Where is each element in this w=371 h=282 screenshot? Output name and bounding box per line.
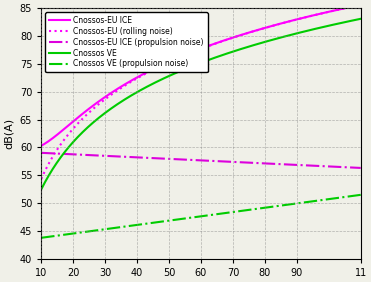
Cnossos VE (358, 17, 363, 21)
Cnossos-EU ICE (351, 5, 355, 8)
Cnossos VE (301, 30, 305, 34)
Cnossos-EU (rolling noise) (351, 5, 355, 8)
Cnossos VE (propulsion noise) (212, 213, 216, 216)
Cnossos-EU ICE (propulsion noise) (191, 158, 195, 162)
Cnossos VE (propulsion noise) (351, 194, 355, 198)
Cnossos-EU ICE (propulsion noise) (229, 160, 234, 164)
Cnossos-EU (rolling noise) (358, 3, 363, 6)
Cnossos VE (212, 56, 216, 60)
Line: Cnossos-EU ICE: Cnossos-EU ICE (41, 5, 361, 146)
Cnossos VE (39, 188, 43, 191)
Cnossos VE (propulsion noise) (301, 201, 305, 204)
Cnossos VE (191, 64, 195, 67)
Line: Cnossos-EU ICE (propulsion noise): Cnossos-EU ICE (propulsion noise) (41, 153, 361, 168)
Cnossos-EU ICE (229, 36, 234, 40)
Line: Cnossos-EU (rolling noise): Cnossos-EU (rolling noise) (41, 5, 361, 179)
Cnossos VE (propulsion noise) (39, 236, 43, 239)
Cnossos VE (propulsion noise) (358, 193, 363, 197)
Cnossos VE (193, 63, 197, 67)
Cnossos-EU ICE (propulsion noise) (39, 151, 43, 155)
Cnossos-EU (rolling noise) (191, 50, 195, 54)
Cnossos VE (351, 19, 355, 22)
Y-axis label: dB(A): dB(A) (4, 118, 14, 149)
Cnossos-EU ICE (39, 144, 43, 147)
Legend: Cnossos-EU ICE, Cnossos-EU (rolling noise), Cnossos-EU ICE (propulsion noise), C: Cnossos-EU ICE, Cnossos-EU (rolling nois… (45, 12, 208, 72)
Cnossos-EU ICE (358, 3, 363, 6)
Cnossos-EU ICE (propulsion noise) (193, 158, 197, 162)
Line: Cnossos VE (propulsion noise): Cnossos VE (propulsion noise) (41, 195, 361, 238)
Cnossos VE (propulsion noise) (229, 211, 234, 214)
Cnossos-EU ICE (propulsion noise) (351, 166, 355, 169)
Cnossos VE (propulsion noise) (193, 215, 197, 219)
Cnossos-EU (rolling noise) (301, 16, 305, 19)
Line: Cnossos VE: Cnossos VE (41, 19, 361, 189)
Cnossos-EU (rolling noise) (193, 50, 197, 53)
Cnossos-EU (rolling noise) (229, 36, 234, 40)
Cnossos-EU (rolling noise) (39, 177, 43, 180)
Cnossos-EU ICE (propulsion noise) (358, 166, 363, 170)
Cnossos VE (229, 50, 234, 54)
Cnossos-EU ICE (301, 16, 305, 19)
Cnossos-EU ICE (191, 50, 195, 53)
Cnossos-EU (rolling noise) (212, 42, 216, 46)
Cnossos-EU ICE (212, 42, 216, 46)
Cnossos-EU ICE (propulsion noise) (212, 159, 216, 163)
Cnossos VE (propulsion noise) (191, 216, 195, 219)
Cnossos-EU ICE (193, 49, 197, 53)
Cnossos-EU ICE (propulsion noise) (301, 164, 305, 167)
